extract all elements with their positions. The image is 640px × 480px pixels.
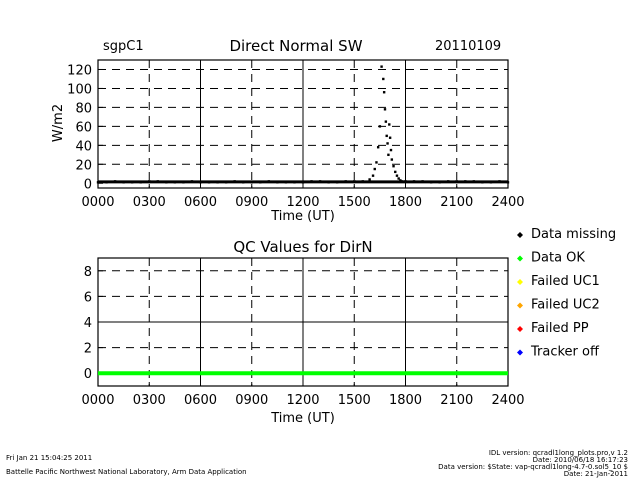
chart1-data-point	[383, 108, 387, 111]
legend-label: Data missing	[531, 227, 616, 242]
chart1-x-tick-label: 2100	[440, 195, 473, 210]
qc-legend: Data missing Data OK Failed UC1 Failed UC2 F…	[517, 227, 616, 360]
chart1-data-point	[380, 65, 383, 68]
site-label: sgpC1	[103, 39, 144, 54]
chart2-xlabel: Time (UT)	[270, 411, 335, 426]
chart1-data-point	[386, 142, 389, 145]
footer-org: Battelle Pacific Northwest National Labo…	[6, 468, 247, 476]
chart1-y-tick-label: 80	[75, 101, 92, 116]
chart1-x-tick-label: 1200	[286, 195, 319, 210]
chart2-x-tick-label: 2100	[440, 393, 473, 408]
legend-marker	[517, 232, 523, 238]
legend-label: Tracker off	[530, 345, 600, 360]
chart1-x-tick-label: 0300	[133, 195, 166, 210]
chart2-title: QC Values for DirN	[233, 238, 372, 256]
chart1-data-point	[384, 120, 388, 123]
footer-idl-version: IDL version: qcradl1long_plots.pro,v 1.2	[489, 449, 628, 457]
chart1-data-point	[394, 170, 397, 174]
chart1-data-point	[389, 148, 393, 152]
chart1-data-point	[382, 91, 386, 94]
legend-label: Data OK	[531, 251, 585, 266]
chart1-y-tick-label: 60	[75, 120, 92, 135]
date-label: 20110109	[435, 39, 501, 54]
chart1-title: Direct Normal SW	[229, 37, 362, 55]
chart1-data-point	[382, 77, 385, 81]
chart1-x-tick-label: 1800	[389, 195, 422, 210]
chart1-xlabel: Time (UT)	[270, 209, 335, 224]
chart1-data-point	[371, 174, 375, 177]
legend-marker	[517, 279, 523, 285]
chart2-y-tick-label: 4	[84, 316, 92, 331]
chart1-x-tick-label: 0900	[235, 195, 268, 210]
chart1-y-tick-label: 20	[75, 158, 92, 173]
chart1-data-point	[368, 178, 371, 181]
chart2-x-tick-label: 1800	[389, 393, 422, 408]
chart1-y-tick-label: 120	[67, 63, 92, 78]
chart1-x-tick-label: 1500	[338, 195, 371, 210]
chart1-y-tick-label: 100	[67, 82, 92, 97]
legend-marker	[517, 302, 523, 309]
chart1-data-point	[388, 136, 392, 139]
legend-label: Failed PP	[531, 321, 589, 336]
chart2-y-tick-label: 0	[84, 367, 92, 382]
footer-data-date: Date: 21-Jan-2011	[564, 470, 628, 478]
chart2-y-tick-label: 6	[84, 290, 92, 305]
footer-run-time: Fri Jan 21 15:04:25 2011	[6, 454, 92, 462]
footer-idl-date: Date: 2010/06/18 16:17:23	[533, 456, 628, 464]
chart2-x-tick-label: 0300	[133, 393, 166, 408]
legend-label: Failed UC2	[531, 298, 600, 313]
chart2-x-tick-label: 1500	[338, 393, 371, 408]
chart1-ylabel: W/m2	[51, 104, 66, 142]
chart1-data-point	[395, 174, 399, 177]
chart1-data-point	[375, 161, 378, 164]
chart2-y-tick-label: 2	[84, 342, 92, 357]
legend-label: Failed UC1	[531, 274, 600, 289]
legend-marker	[517, 255, 523, 262]
chart1-data-point	[388, 123, 391, 126]
chart2-y-tick-label: 8	[84, 265, 92, 280]
legend-marker	[517, 349, 523, 356]
chart1-data-point	[373, 167, 376, 171]
chart1-data-point	[376, 146, 380, 149]
chart1-data-point	[392, 164, 395, 168]
chart1-data-point	[397, 177, 400, 180]
chart2-x-tick-label: 2400	[491, 393, 524, 408]
chart1-data-point	[378, 125, 382, 128]
direct-normal-chart: 0000 0300 0600 0900 1200 1500 1800 2100 2400 0 20 4…	[67, 59, 525, 210]
chart2-x-tick-label: 0600	[184, 393, 217, 408]
chart1-y-tick-label: 40	[75, 139, 92, 154]
chart1-data-point	[390, 158, 394, 161]
chart1-data-point	[387, 153, 390, 157]
footer-data-version: Data version: $State: vap-qcradl1long-4.…	[438, 463, 628, 471]
chart2-x-tick-label: 0000	[81, 393, 114, 408]
chart1-x-tick-label: 0600	[184, 195, 217, 210]
chart2-x-tick-label: 0900	[235, 393, 268, 408]
chart1-y-tick-label: 0	[84, 177, 92, 192]
chart1-data-point	[385, 134, 388, 138]
chart1-x-tick-label: 0000	[81, 195, 114, 210]
qc-values-chart: 0000 0300 0600 0900 1200 1500 1800 2100 2400 0 2 4 6…	[81, 257, 525, 408]
legend-marker	[517, 326, 523, 332]
chart1-x-tick-label: 2400	[491, 195, 524, 210]
chart2-x-tick-label: 1200	[286, 393, 319, 408]
